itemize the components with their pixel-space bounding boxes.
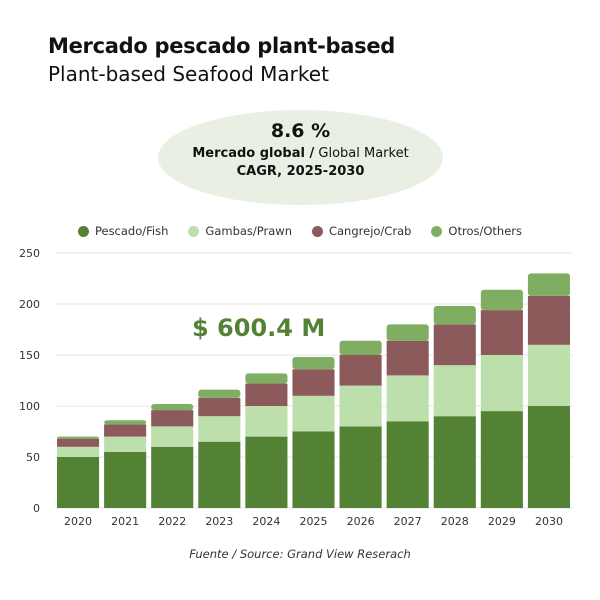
bar-segment bbox=[433, 324, 476, 366]
bar-segment bbox=[339, 426, 382, 508]
legend-label: Cangrejo/Crab bbox=[328, 224, 412, 238]
legend: Pescado/Fish Gambas/Prawn Cangrejo/Crab Otr… bbox=[0, 224, 600, 238]
bar-segment bbox=[151, 410, 194, 427]
bar-segment bbox=[57, 438, 100, 447]
chart-subtitle: Plant-based Seafood Market bbox=[48, 62, 329, 86]
x-tick-label: 2023 bbox=[205, 515, 233, 528]
bar-segment bbox=[339, 355, 382, 386]
legend-swatch bbox=[77, 225, 89, 237]
x-tick-label: 2030 bbox=[535, 515, 563, 528]
y-tick-label: 50 bbox=[26, 451, 40, 464]
market-label-en: Global Market bbox=[314, 146, 409, 161]
legend-item: Cangrejo/Crab bbox=[311, 224, 412, 238]
bar-segment bbox=[198, 416, 241, 442]
bar-segment bbox=[104, 451, 147, 508]
bar-segment bbox=[386, 421, 429, 508]
bar-segment bbox=[245, 373, 288, 384]
bar-segment bbox=[339, 340, 382, 355]
x-tick-label: 2029 bbox=[488, 515, 516, 528]
bar-segment bbox=[151, 426, 194, 447]
bar-segment bbox=[245, 406, 288, 437]
legend-label: Gambas/Prawn bbox=[205, 224, 292, 238]
bar-segment bbox=[386, 324, 429, 341]
bar-segment bbox=[386, 375, 429, 422]
legend-label: Otros/Others bbox=[448, 224, 523, 238]
bar-segment bbox=[104, 424, 147, 437]
x-tick-label: 2022 bbox=[158, 515, 186, 528]
y-tick-label: 250 bbox=[19, 247, 40, 260]
bar-segment bbox=[245, 436, 288, 508]
legend-item: Pescado/Fish bbox=[77, 224, 169, 238]
bar-segment bbox=[480, 355, 523, 412]
bar-segment bbox=[198, 397, 241, 417]
legend-swatch bbox=[188, 225, 200, 237]
y-tick-label: 150 bbox=[19, 349, 40, 362]
bar-segment bbox=[292, 395, 335, 432]
market-value-annotation: $ 600.4 M bbox=[192, 314, 326, 342]
bar-segment bbox=[480, 411, 523, 508]
bar-segment bbox=[292, 431, 335, 508]
x-tick-label: 2021 bbox=[111, 515, 139, 528]
bar-segment bbox=[292, 357, 335, 370]
bar-segment bbox=[527, 406, 570, 508]
bar-segment bbox=[292, 369, 335, 396]
x-tick-label: 2024 bbox=[252, 515, 280, 528]
bar-segment bbox=[527, 295, 570, 345]
bar-segment bbox=[104, 436, 147, 452]
cagr-callout: 8.6 % Mercado global / Global Market CAG… bbox=[158, 110, 443, 205]
bar-segment bbox=[57, 446, 100, 457]
legend-item: Otros/Others bbox=[431, 224, 522, 238]
y-tick-label: 0 bbox=[33, 502, 40, 515]
cagr-value: 8.6 % bbox=[270, 120, 331, 142]
legend-item: Gambas/Prawn bbox=[188, 224, 292, 238]
bar-segment bbox=[433, 416, 476, 508]
chart-title: Mercado pescado plant-based bbox=[48, 34, 396, 58]
bar-segment bbox=[480, 289, 523, 311]
bar-segment bbox=[245, 383, 288, 406]
bar-segment bbox=[198, 441, 241, 508]
bar-segment bbox=[104, 420, 147, 425]
x-tick-label: 2026 bbox=[347, 515, 375, 528]
bar-segment bbox=[339, 385, 382, 427]
legend-swatch bbox=[431, 225, 443, 237]
bar-segment bbox=[433, 365, 476, 417]
bar-segment bbox=[527, 344, 570, 406]
bar-segment bbox=[433, 306, 476, 325]
bar-segment bbox=[386, 340, 429, 376]
market-label-es: Mercado global / bbox=[192, 146, 315, 161]
legend-label: Pescado/Fish bbox=[94, 224, 169, 238]
bar-segment bbox=[527, 273, 570, 296]
bar-segment bbox=[57, 457, 100, 508]
x-tick-label: 2028 bbox=[441, 515, 469, 528]
y-tick-label: 100 bbox=[19, 400, 40, 413]
bar-segment bbox=[151, 403, 194, 411]
legend-swatch bbox=[311, 225, 323, 237]
bar-segment bbox=[480, 310, 523, 355]
bar-segment bbox=[198, 389, 241, 398]
y-tick-label: 200 bbox=[19, 298, 40, 311]
x-tick-label: 2025 bbox=[300, 515, 328, 528]
x-tick-label: 2020 bbox=[64, 515, 92, 528]
bar-segment bbox=[57, 436, 100, 439]
x-tick-label: 2027 bbox=[394, 515, 422, 528]
cagr-period: CAGR, 2025-2030 bbox=[236, 164, 365, 179]
source-note: Fuente / Source: Grand View Reserach bbox=[189, 547, 411, 561]
bar-segment bbox=[151, 446, 194, 508]
